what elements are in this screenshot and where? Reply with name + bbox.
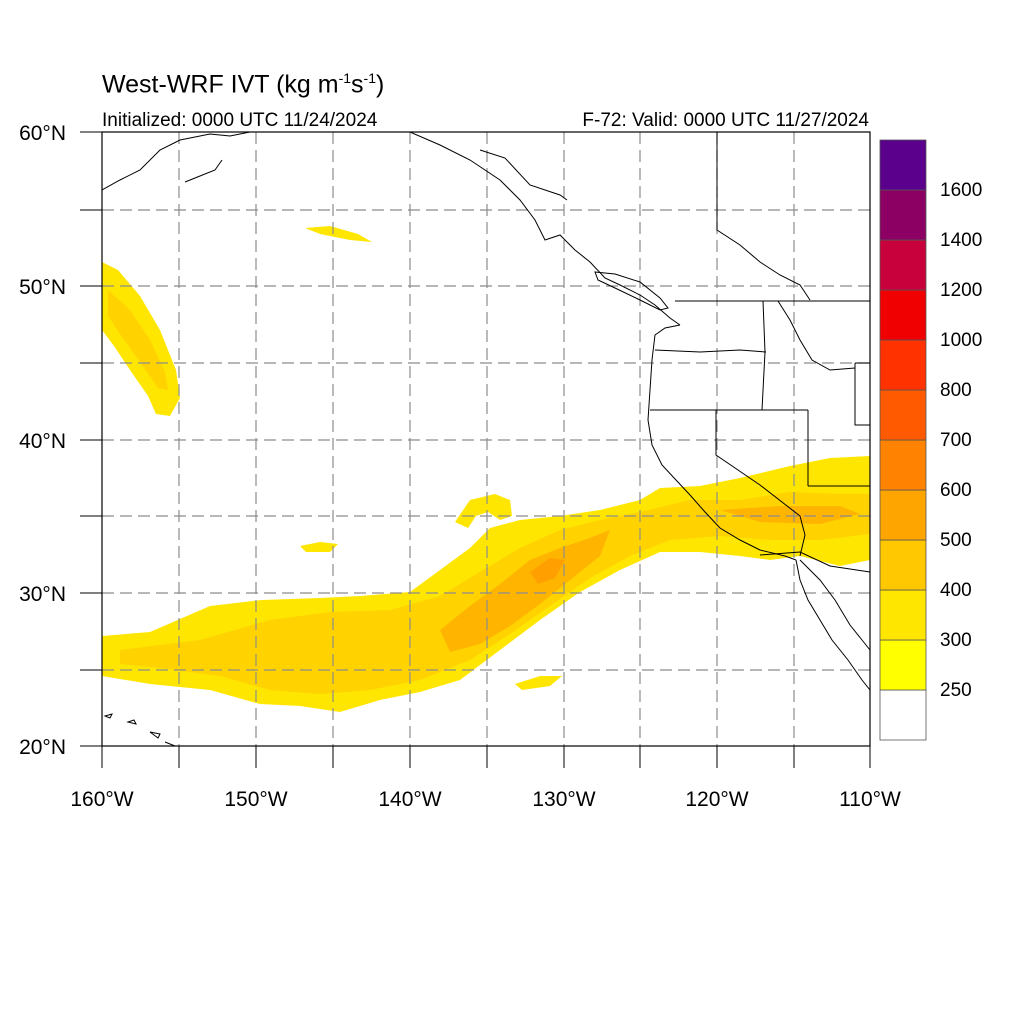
ivt-250-patch-2	[515, 676, 562, 690]
alaska-coast	[102, 132, 251, 191]
colorbar-label: 800	[940, 380, 972, 401]
title-end: )	[375, 70, 385, 99]
ivt-250-patch-1	[300, 542, 338, 552]
colorbar-label: 1600	[940, 180, 982, 201]
lat-label-30n: 30°N	[19, 583, 66, 606]
lon-label-160w: 160°W	[70, 788, 133, 811]
title-main: West-WRF IVT (kg m	[102, 70, 339, 99]
colorbar-box	[879, 389, 927, 441]
graticule	[102, 132, 870, 746]
lat-tick-labels: 60°N 50°N 40°N 30°N 20°N	[19, 122, 66, 759]
map-title: West-WRF IVT (kg m-1s-1)	[102, 70, 384, 99]
ivt-300-north-plume	[108, 290, 168, 390]
colorbar-label: 500	[940, 530, 972, 551]
colorbar-box	[879, 489, 927, 541]
colorbar-label: 400	[940, 580, 972, 601]
colorbar-label: 1400	[940, 230, 982, 251]
colorbar-box	[879, 539, 927, 591]
ivt-400-core-east	[720, 506, 860, 524]
state-border-wa-or	[654, 349, 767, 353]
bc-coast-outer	[479, 149, 568, 201]
us-mexico-border	[759, 551, 870, 573]
lon-label-120w: 120°W	[685, 788, 748, 811]
baja-coast	[795, 559, 870, 691]
lon-label-150w: 150°W	[224, 788, 287, 811]
colorbar-label: 700	[940, 430, 972, 451]
bc-alberta-border	[716, 132, 811, 301]
title-exponent-1: -1	[338, 70, 352, 86]
colorbar-box	[879, 289, 927, 341]
alaska-peninsula	[184, 159, 223, 183]
axis-ticks	[80, 131, 871, 768]
lon-label-110w: 110°W	[839, 788, 901, 811]
hawaii-islands	[103, 713, 176, 746]
colorbar-box	[879, 639, 927, 691]
title-exponent-2: -1	[363, 70, 376, 86]
vancouver-island	[594, 271, 669, 311]
ivt-250-hook	[455, 494, 512, 528]
colorbar-box	[879, 439, 927, 491]
ivt-shading	[102, 226, 870, 712]
state-border-mt	[777, 300, 856, 371]
colorbar-label: 250	[940, 680, 972, 701]
ivt-250-streak	[305, 226, 372, 242]
lon-label-130w: 130°W	[532, 788, 595, 811]
ivt-500-spot	[530, 558, 565, 584]
valid-time-label: F-72: Valid: 0000 UTC 11/27/2024	[582, 110, 869, 131]
ivt-400-core	[440, 530, 610, 652]
colorbar-box	[879, 189, 927, 241]
state-border-wy	[854, 362, 870, 426]
colorbar: 250 300 400 500 600 700 800 1000 1200 1400 1600	[879, 139, 982, 741]
colorbar-box	[879, 239, 927, 291]
lat-label-20n: 20°N	[19, 736, 66, 759]
colorbar-box	[879, 589, 927, 641]
gulf-california-coast	[799, 559, 870, 651]
title-mid: s	[351, 70, 364, 99]
init-time-label: Initialized: 0000 UTC 11/24/2024	[102, 110, 378, 131]
colorbar-box	[879, 689, 927, 741]
colorbar-label: 300	[940, 630, 972, 651]
lon-tick-labels: 160°W 150°W 140°W 130°W 120°W 110°W	[70, 788, 901, 811]
state-border-id	[761, 300, 766, 411]
colorbar-box	[879, 339, 927, 391]
state-border-ca-nv	[715, 410, 806, 557]
lon-label-140w: 140°W	[378, 788, 441, 811]
lat-label-40n: 40°N	[19, 430, 66, 453]
coastlines	[102, 132, 870, 746]
colorbar-label: 1200	[940, 280, 982, 301]
colorbar-label: 1000	[940, 330, 982, 351]
west-coast	[647, 324, 797, 561]
political-borders	[650, 132, 870, 573]
lat-label-50n: 50°N	[19, 276, 66, 299]
lat-label-60n: 60°N	[19, 122, 66, 145]
plot-frame	[101, 131, 871, 747]
colorbar-box	[879, 139, 927, 191]
southeast-alaska-coast	[409, 132, 681, 326]
colorbar-label: 600	[940, 480, 972, 501]
